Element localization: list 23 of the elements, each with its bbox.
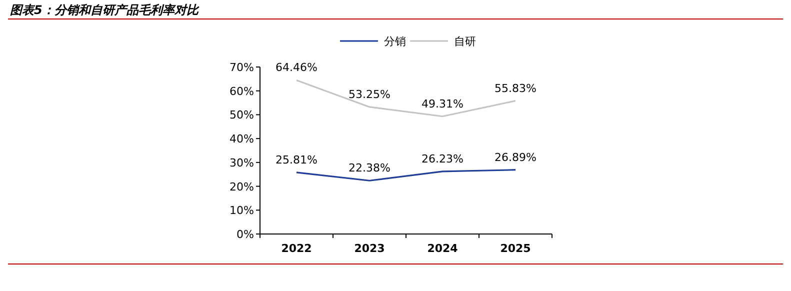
y-tick-label: 60% bbox=[230, 84, 254, 98]
y-tick-label: 20% bbox=[230, 180, 254, 194]
data-label: 55.83% bbox=[494, 82, 536, 95]
data-label: 49.31% bbox=[422, 97, 464, 110]
data-label: 26.89% bbox=[494, 150, 536, 164]
y-tick-label: 50% bbox=[230, 108, 254, 122]
x-tick-label: 2022 bbox=[281, 242, 312, 255]
data-label: 22.38% bbox=[348, 162, 390, 175]
x-tick-label: 2025 bbox=[500, 242, 531, 255]
data-label: 53.25% bbox=[348, 88, 390, 101]
legend-label: 自研 bbox=[454, 35, 476, 48]
x-tick-label: 2024 bbox=[427, 242, 458, 255]
y-tick-label: 70% bbox=[230, 61, 254, 74]
x-tick-label: 2023 bbox=[354, 242, 385, 255]
text: 图表5：分销和自研产品毛利率对比 bbox=[10, 3, 200, 17]
y-tick-label: 40% bbox=[230, 132, 254, 146]
y-tick-label: 0% bbox=[236, 228, 254, 241]
y-tick-label: 30% bbox=[230, 156, 254, 170]
data-label: 26.23% bbox=[422, 152, 464, 166]
y-tick-label: 10% bbox=[230, 204, 254, 218]
legend-label: 分销 bbox=[384, 35, 406, 48]
data-label: 64.46% bbox=[276, 61, 318, 74]
data-label: 25.81% bbox=[276, 153, 318, 166]
